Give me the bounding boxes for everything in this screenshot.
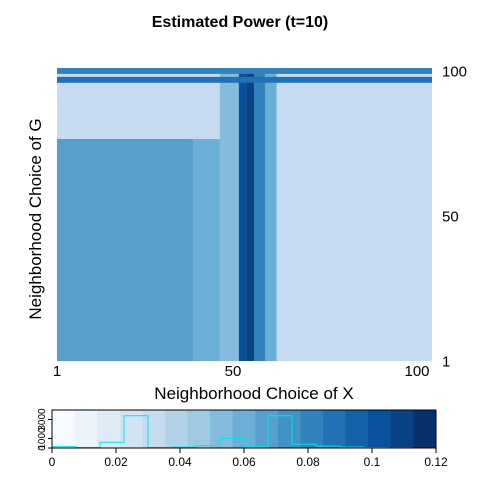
color-key-x-tick-label: 0 [49,455,56,469]
color-key-swatch [390,410,414,448]
color-key-swatch [368,410,392,448]
heatmap-cell [57,139,194,361]
color-key-swatch [255,410,279,448]
color-key-x-tick-label: 0.04 [168,455,192,469]
color-key-swatch [345,410,369,448]
color-key-x-tick-label: 0.06 [232,455,256,469]
heatmap-cell [238,68,247,361]
color-key-y-tick-label: 0 [37,445,48,451]
histogram-line [51,415,413,449]
y-tick-label: 50 [442,208,459,226]
y-tick-label: 100 [442,63,468,81]
x-tick-label: 50 [224,363,242,380]
heatmap-cell [219,68,239,361]
heatmap-cell [276,156,432,361]
heatmap-cell [57,76,432,83]
color-key-swatch [413,410,437,448]
color-key-x-tick-label: 0.1 [364,455,381,469]
heatmap-cell [246,68,254,361]
heatmap-cell [265,68,277,361]
color-key-swatch [323,410,347,448]
color-key-swatch [300,410,324,448]
color-key-y-tick-label: 3000 [37,408,48,431]
heatmap-cell [193,139,220,361]
color-key-swatch [52,410,76,448]
y-axis-label: Neighborhood Choice of G [26,118,45,320]
chart-title: Estimated Power (t=10) [151,14,329,31]
color-key-swatch [164,410,189,448]
color-key-swatch [210,410,234,448]
heatmap-plot [57,68,432,361]
color-key-x-tick-label: 0.08 [296,455,320,469]
color-key-y-tick-label: 1000 [37,427,48,450]
y-tick-label: 1 [442,353,451,371]
heatmap-cell [253,68,266,361]
color-key-swatch [74,410,98,448]
color-key-swatch [277,410,301,448]
color-key-x-tick-label: 0.12 [424,455,448,469]
heatmap-cell [57,68,432,74]
x-axis-label: Neighborhood Choice of X [154,384,354,403]
color-key-swatch [119,410,143,448]
color-key-x-tick-label: 0.02 [104,455,128,469]
heatmap-cell [276,68,432,157]
color-key-swatch [97,410,121,448]
color-key-swatch [187,410,211,448]
x-tick-label: 100 [404,363,430,380]
x-tick-label: 1 [52,363,62,380]
